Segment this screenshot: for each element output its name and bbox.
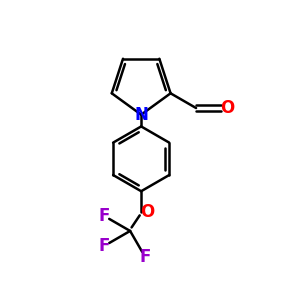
Text: O: O <box>220 99 235 117</box>
Text: F: F <box>140 248 151 266</box>
Text: O: O <box>140 203 155 221</box>
Text: N: N <box>134 106 148 124</box>
Text: F: F <box>98 207 110 225</box>
Text: F: F <box>98 237 110 255</box>
